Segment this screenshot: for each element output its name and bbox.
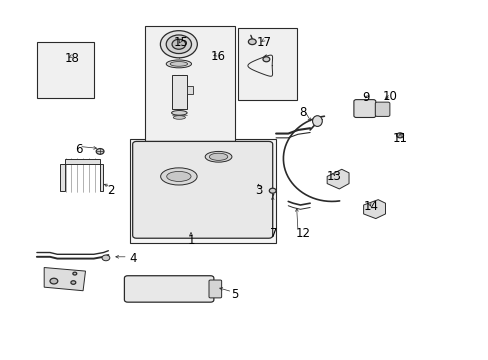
Bar	[171, 75, 187, 109]
Circle shape	[248, 39, 256, 45]
Polygon shape	[363, 200, 385, 219]
Text: 15: 15	[174, 36, 188, 49]
Bar	[130, 139, 276, 243]
Bar	[37, 42, 94, 98]
Ellipse shape	[166, 171, 191, 181]
Ellipse shape	[170, 62, 187, 66]
Text: 3: 3	[255, 184, 262, 197]
Circle shape	[166, 35, 191, 54]
Bar	[187, 86, 193, 94]
Text: 16: 16	[210, 50, 225, 63]
FancyBboxPatch shape	[124, 276, 213, 302]
Circle shape	[71, 281, 76, 284]
Bar	[144, 26, 234, 141]
Text: 6: 6	[75, 143, 83, 156]
Circle shape	[102, 255, 110, 261]
Circle shape	[172, 39, 185, 49]
Text: 4: 4	[129, 252, 136, 265]
Circle shape	[396, 133, 403, 138]
Ellipse shape	[173, 116, 185, 119]
Text: 14: 14	[363, 200, 378, 213]
Text: 2: 2	[107, 184, 114, 197]
Ellipse shape	[205, 152, 231, 162]
FancyBboxPatch shape	[132, 141, 272, 238]
FancyBboxPatch shape	[353, 100, 375, 117]
Circle shape	[263, 57, 269, 62]
FancyBboxPatch shape	[208, 280, 221, 298]
Ellipse shape	[161, 168, 197, 185]
Text: 10: 10	[382, 90, 397, 103]
Circle shape	[73, 272, 77, 275]
Circle shape	[50, 278, 58, 284]
Text: 5: 5	[231, 288, 238, 301]
Ellipse shape	[166, 60, 191, 68]
Polygon shape	[44, 267, 85, 291]
Circle shape	[96, 149, 104, 154]
Ellipse shape	[171, 111, 187, 115]
Text: 9: 9	[362, 91, 369, 104]
Bar	[238, 28, 296, 100]
Polygon shape	[326, 169, 348, 189]
Text: 18: 18	[64, 52, 79, 65]
Circle shape	[160, 31, 197, 58]
FancyBboxPatch shape	[374, 102, 389, 116]
Text: 11: 11	[392, 132, 407, 145]
Text: 12: 12	[295, 227, 310, 240]
Circle shape	[269, 188, 276, 193]
Polygon shape	[60, 158, 103, 191]
Ellipse shape	[209, 153, 227, 160]
Text: 7: 7	[269, 227, 277, 240]
Ellipse shape	[312, 116, 322, 126]
Text: 13: 13	[326, 170, 341, 183]
Text: 17: 17	[256, 36, 271, 49]
Text: 8: 8	[299, 105, 306, 119]
Text: 1: 1	[187, 234, 194, 247]
